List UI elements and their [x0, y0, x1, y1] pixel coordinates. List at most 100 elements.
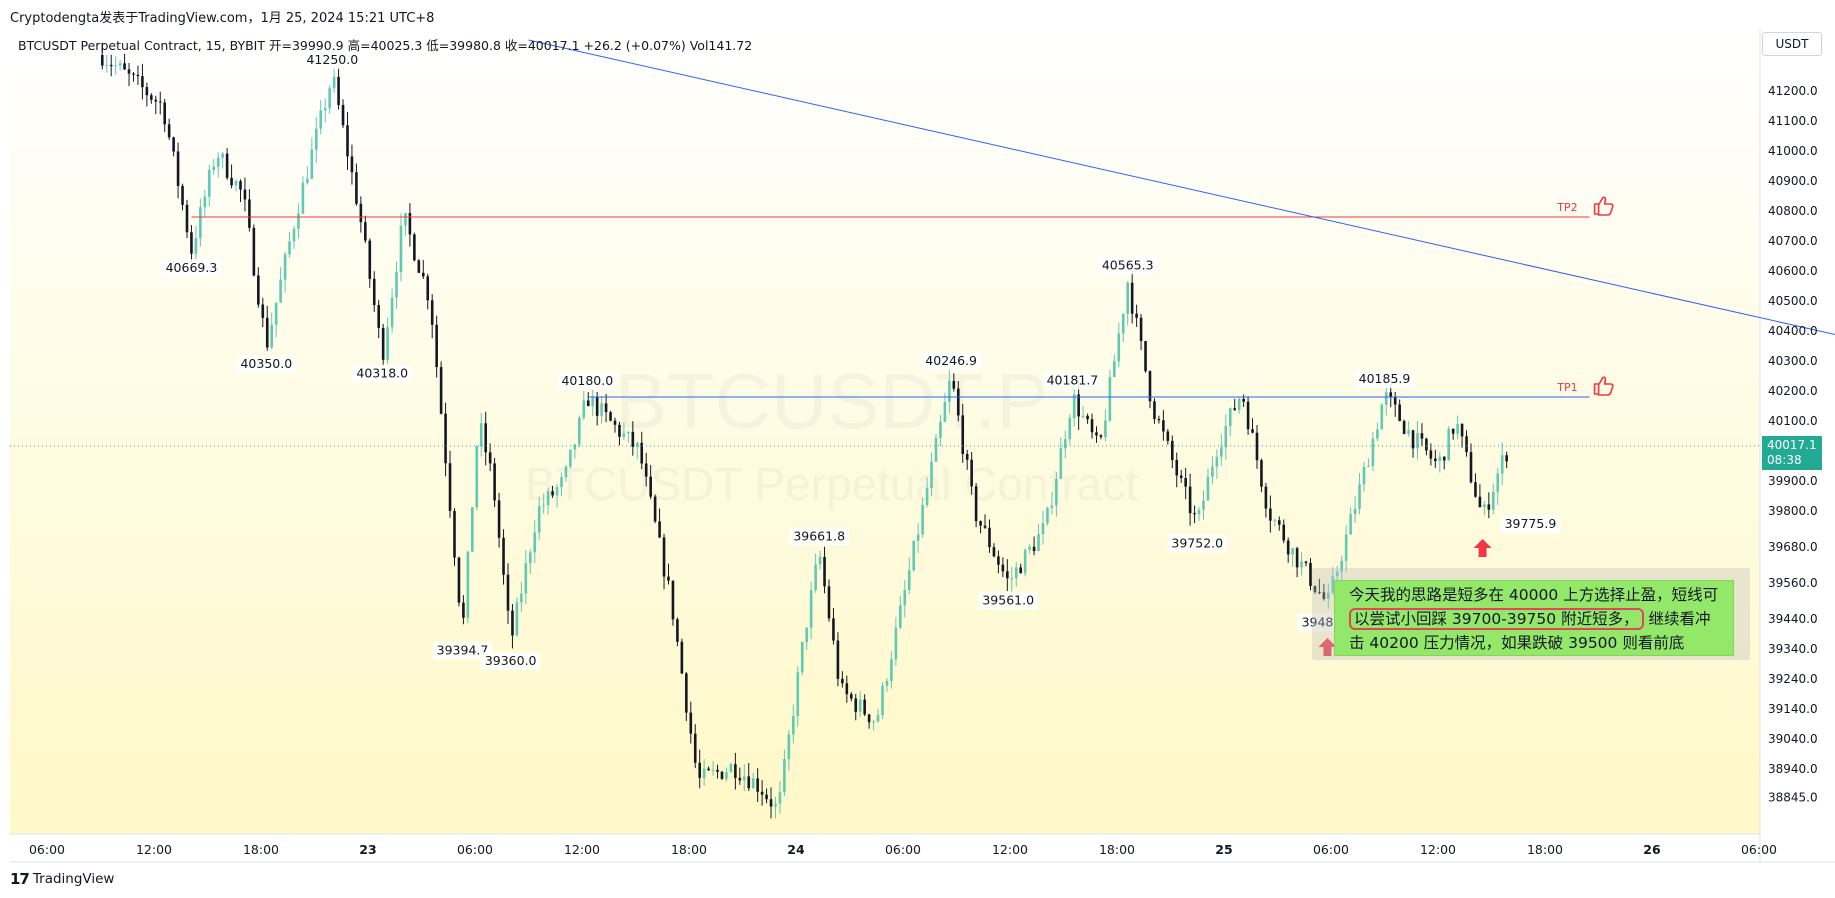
candle-body [1099, 435, 1103, 438]
candle [974, 483, 978, 528]
candle [511, 604, 514, 649]
candle [1014, 561, 1018, 587]
candle-body [707, 768, 710, 771]
candle-body [907, 570, 911, 591]
candle [1215, 449, 1219, 479]
candle [707, 766, 710, 772]
time-tick-label: 18:00 [243, 842, 279, 857]
candle-body [1206, 476, 1210, 501]
candle [1157, 415, 1161, 424]
candle [903, 580, 907, 618]
candle-body [314, 128, 318, 150]
candle-body [555, 487, 559, 496]
candle [141, 63, 144, 100]
candle [1447, 426, 1450, 461]
candle-body [1491, 492, 1495, 510]
candle-body [582, 400, 586, 418]
price-axis[interactable]: 41200.0 41100.0 41000.0 40900.0 40800.0 40700… [1768, 84, 1818, 805]
candle [894, 617, 898, 666]
time-axis[interactable]: 06:00 12:00 18:00 23 06:00 12:00 18:00 24 06:00 1… [29, 842, 1777, 857]
candle [1001, 557, 1005, 578]
candle [1327, 583, 1330, 609]
candle [662, 533, 666, 590]
publisher-info: Cryptodengta发表于TradingView.com，1月 25, 20… [10, 11, 435, 26]
candle-body [970, 459, 973, 487]
price-annotation-label: 40669.3 [166, 260, 218, 275]
price-tick-label: 40100.0 [1768, 414, 1818, 428]
candle-body [818, 556, 822, 565]
candle-body [515, 602, 519, 636]
candle-body [894, 627, 898, 660]
bar-countdown: 08:38 [1767, 452, 1802, 467]
candle [609, 410, 612, 422]
candle-body [653, 496, 657, 522]
candle [1162, 410, 1165, 441]
candle-body [1135, 313, 1138, 318]
candle-body [863, 699, 866, 715]
candle [1380, 403, 1384, 430]
candle-body [814, 564, 817, 591]
price-annotation-bg [480, 652, 541, 670]
candle [212, 158, 216, 175]
candle [270, 312, 273, 350]
currency-selector[interactable]: USDT [1762, 32, 1822, 56]
candle-body [132, 73, 135, 75]
candle [1193, 505, 1196, 524]
candle [301, 176, 305, 215]
price-tick-label: 39140.0 [1768, 702, 1818, 716]
candle-body [1358, 484, 1361, 509]
candle-body [417, 260, 421, 273]
candle [1371, 431, 1375, 472]
candle-body [1416, 433, 1419, 449]
price-tick-label: 40300.0 [1768, 354, 1818, 368]
price-annotation-bg [1097, 256, 1158, 275]
candle-body [123, 63, 126, 70]
candle-body [1197, 509, 1201, 515]
candle [1269, 495, 1272, 533]
candle [1113, 354, 1116, 378]
candle-body [734, 764, 737, 778]
candle-body [1139, 317, 1143, 341]
candle [1228, 407, 1232, 437]
candle-body [1162, 420, 1165, 432]
candle [1117, 322, 1121, 368]
candle-body [1202, 500, 1205, 510]
candle-body [1474, 482, 1477, 497]
candle-body [1420, 433, 1424, 439]
candle-body [644, 463, 648, 477]
candle [1032, 536, 1036, 556]
candle [1420, 423, 1424, 447]
analysis-note[interactable]: 今天我的思路是短多在 40000 上方选择止盈，短线可 以尝试小回踩 39700… [1334, 580, 1734, 656]
candle-body [350, 156, 354, 173]
candle-body [1318, 591, 1321, 593]
candle-body [221, 153, 224, 158]
candle-body [1429, 450, 1433, 459]
candle-body [212, 166, 216, 171]
candle [1055, 471, 1058, 517]
time-tick-label: 12:00 [136, 842, 172, 857]
arrow-up-icon [1473, 539, 1492, 557]
candle-body [453, 510, 456, 558]
candle-body [1170, 440, 1174, 461]
candle [332, 69, 336, 94]
candle-body [172, 137, 175, 152]
candle [1456, 415, 1459, 440]
candle-body [1264, 486, 1268, 509]
tradingview-logo[interactable]: 17 TradingView [10, 870, 114, 888]
candle [1451, 428, 1455, 440]
candle [725, 767, 728, 782]
candle [1059, 437, 1063, 480]
thumbs-up-icon [1593, 196, 1614, 216]
candle-body [1113, 361, 1116, 377]
candle [1295, 546, 1299, 578]
candle-body [974, 486, 978, 522]
candle [158, 91, 162, 115]
candle-body [711, 769, 715, 771]
candle [1184, 468, 1187, 500]
candle [355, 163, 358, 206]
candle-body [1300, 561, 1303, 568]
candle-body [1340, 560, 1343, 572]
candle [1282, 519, 1286, 544]
candle-body [364, 222, 367, 241]
